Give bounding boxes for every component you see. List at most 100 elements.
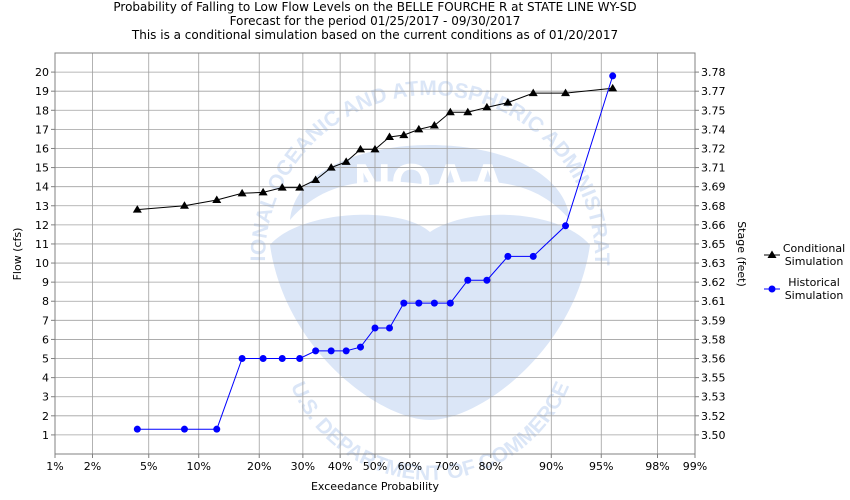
- y2-tick-label: 3.55: [701, 372, 726, 385]
- y-tick-label: 4: [42, 372, 49, 385]
- data-point-historical: [342, 347, 350, 355]
- chart-series: [132, 72, 618, 433]
- y2-tick-label: 3.58: [701, 333, 726, 346]
- noaa-watermark-logo-text: NOAA: [353, 154, 506, 212]
- data-point-historical: [278, 355, 286, 363]
- data-point-historical: [180, 425, 188, 433]
- y-tick-label: 15: [35, 162, 49, 175]
- y2-tick-label: 3.63: [701, 257, 726, 270]
- x-tick-label: 50%: [363, 460, 387, 473]
- legend-label-conditional: Conditional Simulation: [782, 242, 846, 268]
- y2-tick-label: 3.59: [701, 314, 726, 327]
- data-point-conditional: [326, 163, 336, 171]
- data-point-conditional: [429, 121, 439, 129]
- data-point-conditional: [212, 195, 222, 204]
- legend-item-historical: Historical Simulation: [781, 276, 847, 302]
- data-point-conditional: [503, 98, 513, 106]
- y2-axis-label: Stage (feet): [735, 221, 748, 287]
- data-point-historical: [446, 299, 454, 307]
- x-tick-label: 80%: [479, 460, 503, 473]
- data-point-conditional: [399, 130, 409, 139]
- y-tick-label: 7: [42, 314, 49, 327]
- chart-title-line-2: Forecast for the period 01/25/2017 - 09/…: [229, 14, 521, 28]
- x-tick-label: 98%: [645, 460, 669, 473]
- legend-conditional-symbol: [764, 250, 780, 258]
- data-point-conditional: [277, 183, 287, 191]
- data-point-historical: [504, 252, 512, 260]
- x-tick-label: 2%: [84, 460, 101, 473]
- data-point-historical: [609, 72, 617, 80]
- x-tick-label: 40%: [328, 460, 352, 473]
- data-point-historical: [371, 324, 379, 332]
- data-point-conditional: [463, 107, 473, 116]
- y-tick-label: 19: [35, 85, 49, 98]
- data-point-historical: [296, 355, 304, 363]
- noaa-watermark-lower-shape: [270, 214, 590, 420]
- y2-tick-label: 3.74: [701, 123, 726, 136]
- y-tick-label: 13: [35, 200, 49, 213]
- data-point-historical: [356, 343, 364, 351]
- x-tick-label: 30%: [291, 460, 315, 473]
- data-point-historical: [213, 425, 221, 433]
- data-point-historical: [400, 299, 408, 307]
- data-point-conditional: [385, 132, 395, 141]
- y2-tick-label: 3.61: [701, 295, 726, 308]
- y-tick-label: 3: [42, 391, 49, 404]
- data-point-historical: [483, 276, 491, 284]
- legend-label-historical: Historical Simulation: [784, 276, 844, 302]
- data-point-conditional: [528, 88, 538, 97]
- data-point-historical: [415, 299, 423, 307]
- y-tick-label: 10: [35, 257, 49, 270]
- y2-tick-label: 3.66: [701, 219, 726, 232]
- data-point-conditional: [258, 187, 268, 196]
- y2-tick-label: 3.68: [701, 200, 726, 213]
- data-point-conditional: [608, 83, 618, 92]
- y-tick-label: 12: [35, 219, 49, 232]
- x-tick-label: 90%: [539, 460, 563, 473]
- x-tick-label: 70%: [435, 460, 459, 473]
- y-tick-label: 9: [42, 276, 49, 289]
- data-point-conditional: [311, 175, 321, 183]
- y-tick-label: 14: [35, 181, 49, 194]
- y-tick-label: 8: [42, 295, 49, 308]
- data-point-conditional: [237, 188, 247, 197]
- chart-title-line-1: Probability of Falling to Low Flow Level…: [113, 0, 637, 14]
- x-tick-label: 99%: [683, 460, 707, 473]
- y2-tick-label: 3.50: [701, 429, 726, 442]
- data-point-conditional: [341, 157, 351, 165]
- y2-tick-label: 3.53: [701, 391, 726, 404]
- x-axis-ticks: 1% 2% 5% 10% 20% 30% 40% 50% 60% 70% 80% 90% 95% 98% 9…: [46, 454, 707, 473]
- data-point-historical: [562, 222, 570, 230]
- y2-tick-label: 3.77: [701, 85, 726, 98]
- y-tick-label: 5: [42, 353, 49, 366]
- data-point-conditional: [370, 144, 380, 153]
- data-point-conditional: [355, 144, 365, 153]
- y2-tick-label: 3.71: [701, 162, 726, 175]
- data-point-conditional: [132, 205, 142, 213]
- x-tick-label: 5%: [140, 460, 157, 473]
- data-point-conditional: [179, 201, 189, 209]
- data-point-conditional: [561, 88, 571, 97]
- data-point-historical: [133, 425, 141, 433]
- data-point-historical: [529, 252, 537, 260]
- data-point-historical: [464, 276, 472, 284]
- y-tick-label: 20: [35, 66, 49, 79]
- y-tick-label: 17: [35, 123, 49, 136]
- noaa-watermark-logo: NOAA NATIONAL OCEANIC AND ATMOSPHERIC AD…: [0, 0, 613, 485]
- x-axis-label: Exceedance Probability: [311, 480, 439, 493]
- y-tick-label: 6: [42, 333, 49, 346]
- y2-tick-label: 3.56: [701, 353, 726, 366]
- data-point-historical: [312, 347, 320, 355]
- y-tick-label: 2: [42, 410, 49, 423]
- x-tick-label: 1%: [46, 460, 63, 473]
- x-tick-label: 20%: [247, 460, 271, 473]
- y2-axis-ticks: 3.50 3.52 3.53 3.55 3.56 3.58 3.59 3.61 3.62 3.63…: [695, 66, 726, 442]
- data-point-conditional: [482, 102, 492, 111]
- data-point-conditional: [295, 183, 305, 191]
- y-tick-label: 11: [35, 238, 49, 251]
- y2-tick-label: 3.78: [701, 66, 726, 79]
- data-point-conditional: [414, 124, 424, 133]
- y-tick-label: 1: [42, 429, 49, 442]
